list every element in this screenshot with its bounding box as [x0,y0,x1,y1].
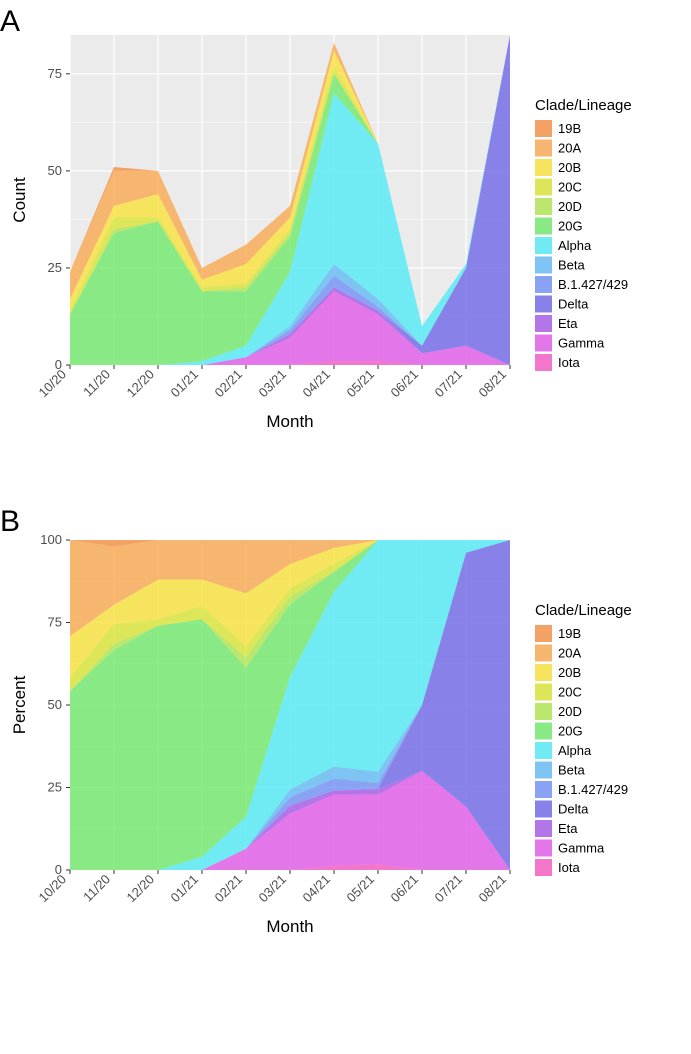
ytick-label: 75 [48,615,62,630]
panel-label-a: A [0,5,20,39]
xtick-label: 01/21 [168,872,202,906]
xtick-label: 07/21 [432,872,466,906]
legend-label: 20C [558,685,582,700]
legend-key-Iota [535,859,552,876]
legend-key-20G [535,218,552,235]
legend: Clade/Lineage 19B 20A 20B 20C 20D 20G Alpha Beta… [535,97,632,371]
legend-key-Alpha [535,742,552,759]
legend-key-20G [535,723,552,740]
legend-key-20B [535,159,552,176]
legend-label: 20A [558,646,581,661]
legend-key-20C [535,179,552,196]
legend-label: Gamma [558,336,605,351]
legend-key-20D [535,198,552,215]
legend-label: Eta [558,821,578,836]
legend-label: Gamma [558,841,605,856]
legend-label: 20C [558,180,582,195]
x-axis-label: Month [266,412,313,431]
xtick-label: 10/20 [36,367,70,401]
legend-key-20C [535,684,552,701]
xtick-label: 04/21 [300,872,334,906]
legend-label: 19B [558,121,581,136]
legend-label: B.1.427/429 [558,277,628,292]
xtick-label: 03/21 [256,367,290,401]
ytick-label: 50 [48,697,62,712]
legend-label: 20G [558,219,583,234]
y-axis-label: Count [10,177,29,223]
panel-label-b: B [0,505,20,539]
xtick-label: 12/20 [124,872,158,906]
legend-label: 20B [558,665,581,680]
xtick-label: 11/20 [80,367,113,400]
legend-label: B.1.427/429 [558,782,628,797]
xtick-label: 05/21 [344,872,378,906]
legend-label: 19B [558,626,581,641]
xtick-label: 06/21 [388,872,422,906]
legend-title: Clade/Lineage [535,97,632,114]
legend-label: 20G [558,724,583,739]
legend-key-Eta [535,820,552,837]
legend-label: Iota [558,355,580,370]
legend-label: Iota [558,860,580,875]
legend-label: Alpha [558,238,592,253]
legend-title: Clade/Lineage [535,602,632,619]
figure-container: A B 025507510/2011/2012/2001/2102/2103/2… [0,0,691,1049]
legend-key-Delta [535,296,552,313]
legend-label: Delta [558,297,589,312]
xtick-label: 10/20 [36,872,70,906]
legend-key-Gamma [535,335,552,352]
xtick-label: 02/21 [212,872,246,906]
ytick-label: 75 [48,66,62,81]
legend: Clade/Lineage 19B 20A 20B 20C 20D 20G Alpha Beta… [535,602,632,876]
ytick-label: 25 [48,780,62,795]
legend-key-19B [535,120,552,137]
legend-key-Eta [535,315,552,332]
legend-key-B.1.427/429 [535,781,552,798]
legend-key-Iota [535,354,552,371]
legend-label: Eta [558,316,578,331]
y-axis-label: Percent [10,675,29,734]
legend-label: Delta [558,802,589,817]
legend-key-Beta [535,762,552,779]
legend-label: 20B [558,160,581,175]
ytick-label: 25 [48,260,62,275]
ytick-label: 50 [48,163,62,178]
xtick-label: 02/21 [212,367,246,401]
legend-key-19B [535,625,552,642]
legend-key-Delta [535,801,552,818]
legend-key-20D [535,703,552,720]
figure-svg: 025507510/2011/2012/2001/2102/2103/2104/… [0,0,691,1049]
x-axis-label: Month [266,917,313,936]
legend-key-Gamma [535,840,552,857]
xtick-label: 08/21 [476,367,510,401]
xtick-label: 05/21 [344,367,378,401]
ytick-label: 100 [40,532,62,547]
xtick-label: 01/21 [168,367,202,401]
legend-label: 20D [558,704,582,719]
legend-key-Alpha [535,237,552,254]
legend-key-20B [535,664,552,681]
legend-key-Beta [535,257,552,274]
panel-B: 025507510010/2011/2012/2001/2102/2103/21… [10,532,510,936]
xtick-label: 12/20 [124,367,158,401]
legend-label: Alpha [558,743,592,758]
legend-label: 20A [558,141,581,156]
legend-label: Beta [558,258,586,273]
panel-A: 025507510/2011/2012/2001/2102/2103/2104/… [10,35,510,431]
legend-key-20A [535,140,552,157]
xtick-label: 06/21 [388,367,422,401]
legend-key-B.1.427/429 [535,276,552,293]
xtick-label: 04/21 [300,367,334,401]
xtick-label: 03/21 [256,872,290,906]
xtick-label: 07/21 [432,367,466,401]
xtick-label: 08/21 [476,872,510,906]
xtick-label: 11/20 [80,872,113,905]
legend-label: 20D [558,199,582,214]
legend-label: Beta [558,763,586,778]
legend-key-20A [535,645,552,662]
